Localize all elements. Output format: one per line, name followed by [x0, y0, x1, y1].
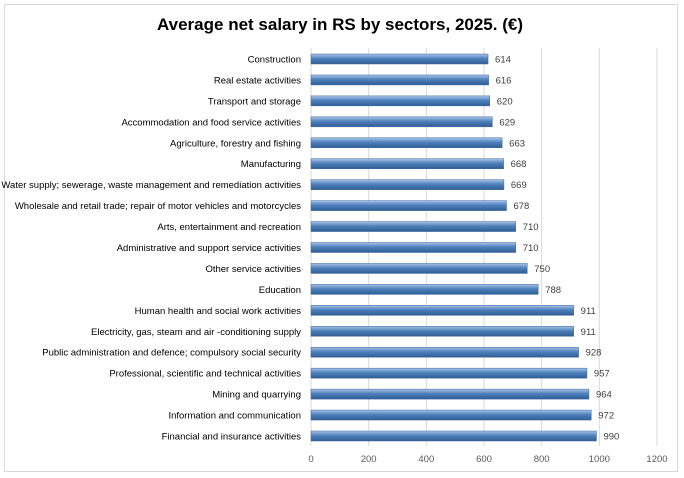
bar: [310, 53, 489, 65]
category-label: Real estate activities: [214, 75, 301, 86]
bar-value-label: 957: [594, 369, 610, 380]
category-label: Manufacturing: [241, 159, 301, 170]
bar-value-label: 616: [496, 75, 512, 86]
x-tick-label: 0: [308, 454, 313, 465]
bar-value-label: 678: [513, 201, 529, 212]
bar-value-label: 669: [511, 180, 527, 191]
x-tick-label: 800: [534, 454, 550, 465]
category-label: Agriculture, forestry and fishing: [170, 138, 301, 149]
x-tick-label: 1200: [646, 454, 667, 465]
bar-value-label: 663: [509, 138, 525, 149]
bar-value-label: 629: [499, 117, 515, 128]
bar: [310, 284, 539, 295]
category-label: Other service activities: [205, 264, 301, 275]
category-label: Mining and quarrying: [212, 390, 301, 401]
bar-value-label: 990: [603, 432, 619, 443]
bar: [310, 346, 579, 358]
bar-value-label: 972: [598, 411, 614, 422]
category-label: Professional, scientific and technical a…: [109, 369, 301, 380]
bar-value-label: 964: [596, 390, 612, 401]
x-tick-label: 400: [418, 454, 434, 465]
bar-value-label: 620: [497, 96, 513, 107]
bar-value-label: 710: [523, 243, 539, 254]
bar-value-label: 614: [495, 55, 511, 66]
value-labels: 614 616 620 629 663 668 669 678 710 710 750 788 911 9…: [495, 55, 619, 443]
category-label: Wholesale and retail trade; repair of mo…: [15, 201, 301, 212]
category-label: Financial and insurance activities: [162, 432, 302, 443]
category-label: Information and communication: [168, 411, 301, 422]
x-tick-label: 600: [476, 454, 492, 465]
category-label: Human health and social work activities: [135, 306, 302, 317]
bar: [310, 116, 493, 128]
bars: [310, 53, 597, 442]
bar-value-label: 911: [581, 327, 596, 338]
bar: [310, 409, 592, 421]
bar-value-label: 928: [586, 348, 602, 359]
category-label: Education: [259, 285, 301, 296]
category-label: Transport and storage: [208, 96, 301, 107]
bar: [310, 200, 507, 211]
bar-value-label: 750: [534, 264, 550, 275]
category-label: Water supply; sewerage, waste management…: [1, 180, 301, 191]
bar: [310, 388, 590, 400]
x-axis-ticks: 0 200 400 600 800 1000 1200: [308, 454, 667, 465]
category-labels: Construction Real estate activities Transp…: [1, 55, 301, 443]
chart-title: Average net salary in RS by sectors, 202…: [157, 15, 523, 34]
category-label: Arts, entertainment and recreation: [157, 222, 301, 233]
bar: [310, 95, 491, 107]
bar-value-label: 668: [511, 159, 527, 170]
bar-value-label: 710: [523, 222, 539, 233]
bar: [310, 326, 574, 337]
category-label: Administrative and support service activ…: [117, 243, 302, 254]
category-label: Electricity, gas, steam and air -conditi…: [91, 327, 301, 338]
bar: [310, 221, 516, 232]
bar: [310, 179, 505, 190]
bar: [310, 74, 489, 86]
bar: [310, 242, 516, 253]
bar: [310, 305, 574, 316]
bar: [310, 137, 503, 149]
bar: [310, 263, 528, 274]
bar: [310, 367, 588, 379]
bar: [310, 430, 597, 442]
bar-value-label: 788: [545, 285, 561, 296]
gridlines: [310, 48, 658, 446]
bar-value-label: 911: [581, 306, 596, 317]
x-tick-label: 200: [361, 454, 377, 465]
x-tick-label: 1000: [589, 454, 610, 465]
category-label: Accommodation and food service activitie…: [121, 117, 301, 128]
category-label: Public administration and defence; compu…: [42, 348, 301, 359]
bar: [310, 158, 504, 169]
category-label: Construction: [248, 55, 301, 66]
